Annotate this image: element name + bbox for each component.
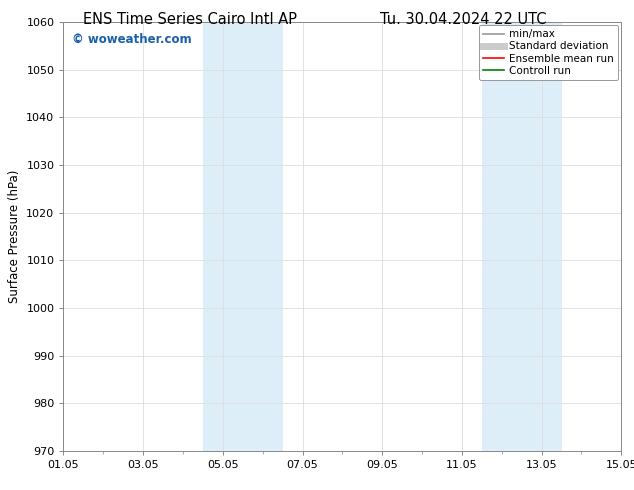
Bar bbox=[203, 22, 283, 451]
Text: ENS Time Series Cairo Intl AP: ENS Time Series Cairo Intl AP bbox=[83, 12, 297, 27]
Legend: min/max, Standard deviation, Ensemble mean run, Controll run: min/max, Standard deviation, Ensemble me… bbox=[479, 25, 618, 80]
Text: Tu. 30.04.2024 22 UTC: Tu. 30.04.2024 22 UTC bbox=[380, 12, 546, 27]
Text: © woweather.com: © woweather.com bbox=[72, 33, 191, 46]
Bar bbox=[482, 22, 562, 451]
Y-axis label: Surface Pressure (hPa): Surface Pressure (hPa) bbox=[8, 170, 21, 303]
